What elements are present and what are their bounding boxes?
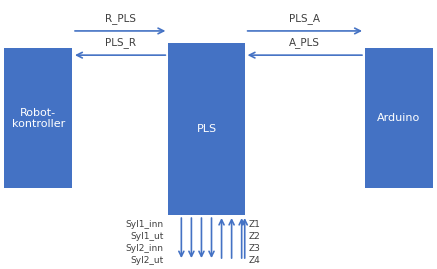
Bar: [365, 48, 433, 188]
Text: Syl1_ut: Syl1_ut: [131, 232, 164, 241]
Text: PLS: PLS: [196, 124, 217, 134]
Text: Syl1_inn: Syl1_inn: [126, 220, 164, 229]
Text: Z4: Z4: [249, 256, 261, 266]
Text: Syl2_inn: Syl2_inn: [126, 244, 164, 253]
Bar: [168, 43, 245, 215]
Text: Arduino: Arduino: [377, 113, 420, 123]
Text: Z1: Z1: [249, 220, 261, 229]
Text: A_PLS: A_PLS: [289, 37, 320, 48]
Text: Syl2_ut: Syl2_ut: [131, 256, 164, 266]
Bar: [4, 48, 72, 188]
Text: Z3: Z3: [249, 244, 261, 253]
Text: PLS_A: PLS_A: [289, 13, 320, 24]
Text: PLS_R: PLS_R: [105, 37, 135, 48]
Text: Z2: Z2: [249, 232, 261, 241]
Text: R_PLS: R_PLS: [105, 13, 135, 24]
Text: Robot-
kontroller: Robot- kontroller: [12, 108, 65, 129]
